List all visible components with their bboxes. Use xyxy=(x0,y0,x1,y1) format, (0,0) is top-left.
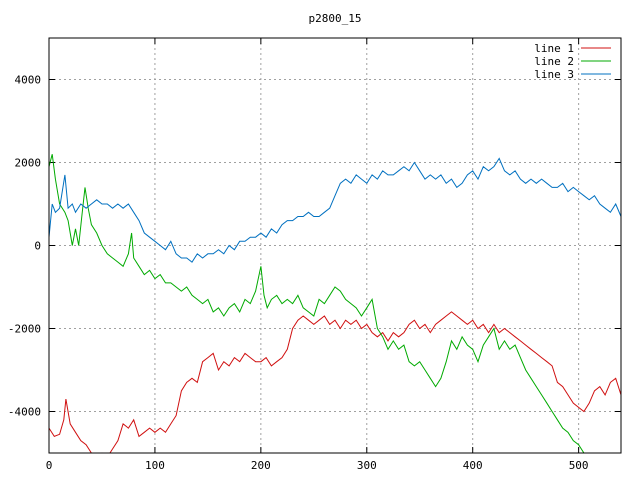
y-tick-label: -4000 xyxy=(8,406,41,419)
chart-title: p2800_15 xyxy=(309,12,362,25)
plot-frame xyxy=(48,37,622,454)
grid-lines xyxy=(49,38,621,453)
x-tick-label: 200 xyxy=(251,459,271,472)
y-tick-label: 4000 xyxy=(15,74,42,87)
series-line-2 xyxy=(49,154,585,453)
x-tick-label: 100 xyxy=(145,459,165,472)
legend-label: line 1 xyxy=(534,42,574,55)
legend-label: line 3 xyxy=(534,68,574,81)
series-line-1 xyxy=(49,311,621,453)
plot-series xyxy=(49,154,621,453)
x-tick-label: 300 xyxy=(357,459,377,472)
y-tick-label: -2000 xyxy=(8,323,41,336)
legend-label: line 2 xyxy=(534,55,574,68)
x-tick-label: 400 xyxy=(463,459,483,472)
y-tick-label: 0 xyxy=(34,240,41,253)
x-tick-label: 0 xyxy=(46,459,53,472)
y-tick-label: 2000 xyxy=(15,157,42,170)
axis-ticks: 0 100 200 300 400 500 -4000 -2000 0 2000 4000 xyxy=(8,38,621,472)
series-line-3 xyxy=(49,157,621,263)
x-tick-label: 500 xyxy=(569,459,589,472)
